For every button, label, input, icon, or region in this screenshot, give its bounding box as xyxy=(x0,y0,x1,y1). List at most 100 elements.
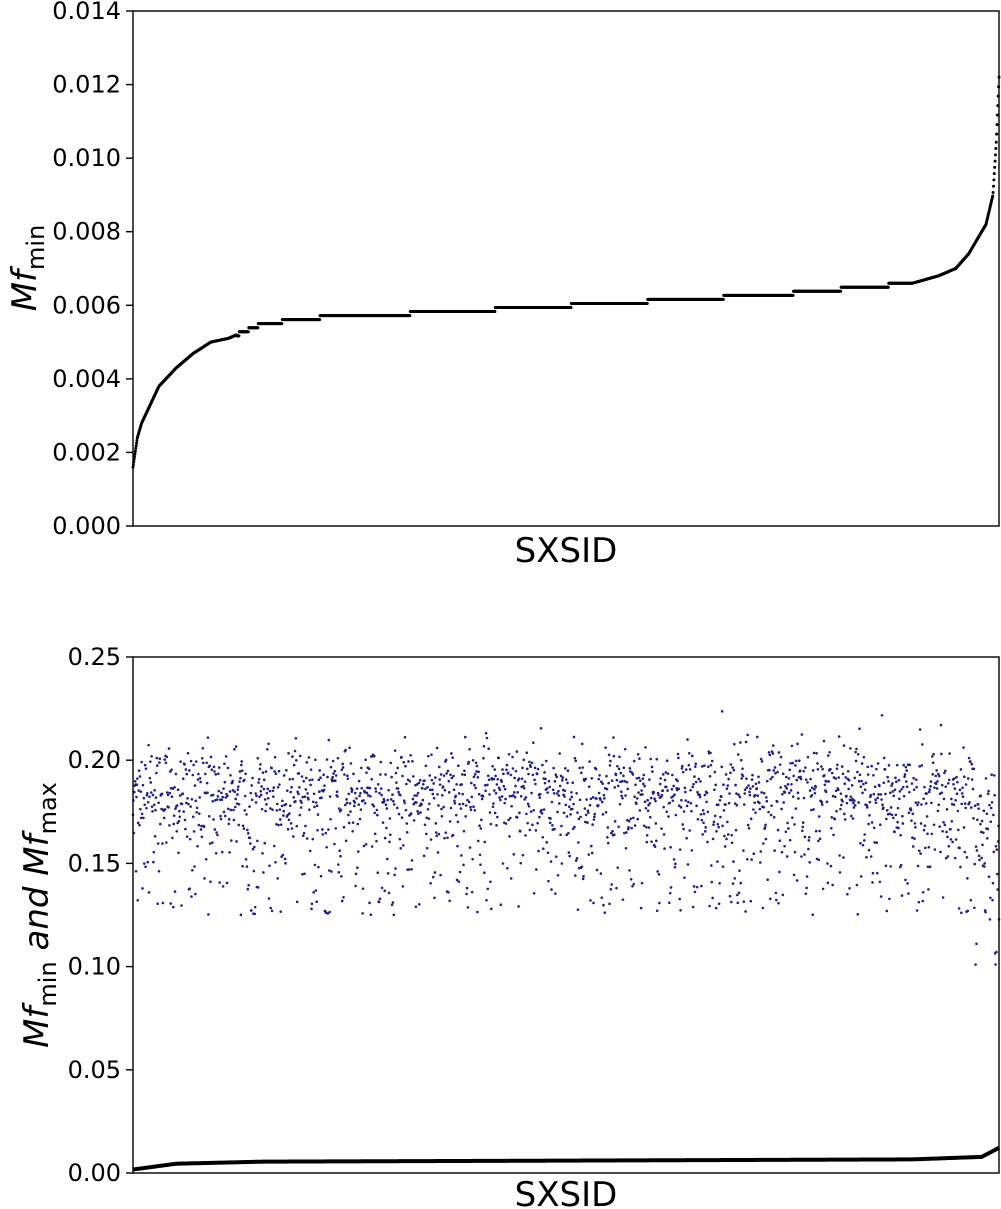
mfmax-point xyxy=(360,766,363,770)
y-label-sub-min-b: min xyxy=(34,961,62,1006)
mfmax-point xyxy=(890,784,893,787)
chart-mfmin-mfmax: 0.000.050.100.150.200.25 SXSID Mfmin and… xyxy=(17,643,1001,1209)
mfmax-point xyxy=(550,888,553,891)
mfmax-point xyxy=(407,868,411,871)
mfmax-point xyxy=(295,824,299,828)
mfmax-point xyxy=(331,775,335,779)
mfmax-point xyxy=(259,789,263,793)
mfmax-point xyxy=(464,815,468,818)
mfmax-point xyxy=(223,814,227,818)
mfmax-point xyxy=(259,763,262,766)
mfmax-point xyxy=(616,784,620,788)
mfmax-point xyxy=(302,779,305,783)
mfmax-point xyxy=(842,744,846,747)
mfmax-point xyxy=(898,797,901,801)
mfmax-point xyxy=(553,780,557,783)
mfmax-point xyxy=(498,788,502,792)
mfmax-point xyxy=(394,867,397,870)
mfmax-point xyxy=(920,764,924,767)
mfmax-point xyxy=(665,759,669,763)
mfmax-point xyxy=(536,767,540,771)
mfmax-point xyxy=(759,861,762,864)
mfmax-point xyxy=(946,855,950,858)
mfmax-point xyxy=(840,803,843,807)
mfmax-point xyxy=(963,802,967,805)
mfmax-point xyxy=(949,838,953,841)
mfmax-point xyxy=(731,882,735,885)
mfmax-point xyxy=(827,780,831,783)
mfmax-point xyxy=(718,882,721,885)
mfmax-point xyxy=(227,818,231,821)
mfmax-point xyxy=(903,773,907,776)
mfmax-point xyxy=(257,777,261,781)
mfmax-point xyxy=(913,837,916,840)
mfmax-point xyxy=(248,805,251,808)
mfmax-point xyxy=(754,782,758,786)
mfmax-point xyxy=(684,768,688,771)
mfmax-point xyxy=(646,798,649,802)
mfmax-point xyxy=(522,784,525,788)
mfmax-point xyxy=(534,782,537,786)
mfmax-point xyxy=(167,806,170,809)
mfmax-point xyxy=(665,810,669,814)
mfmax-point xyxy=(912,776,915,780)
mfmax-point xyxy=(186,751,190,755)
mfmax-point xyxy=(720,710,724,713)
mfmax-point xyxy=(537,849,540,853)
mfmax-point xyxy=(904,780,908,783)
mfmax-point xyxy=(882,781,886,785)
mfmax-point xyxy=(817,839,820,843)
mfmax-point xyxy=(872,774,875,777)
mfmax-point xyxy=(694,765,697,768)
mfmax-point xyxy=(772,769,776,772)
mfmax-point xyxy=(456,844,459,848)
mfmax-point xyxy=(609,759,612,763)
mfmax-point xyxy=(647,826,651,829)
mfmax-point xyxy=(623,779,626,783)
mfmax-point xyxy=(354,884,357,888)
mfmax-point xyxy=(773,766,777,769)
mfmax-point xyxy=(915,785,918,789)
mfmax-point xyxy=(351,829,354,833)
mfmax-point xyxy=(906,882,909,885)
mfmax-point xyxy=(937,774,941,778)
mfmax-point xyxy=(153,835,157,838)
mfmax-point xyxy=(645,840,649,844)
mfmax-point xyxy=(987,875,991,879)
mfmax-point xyxy=(815,751,818,755)
mfmax-point xyxy=(290,786,293,789)
mfmax-point xyxy=(410,868,413,871)
mfmax-point xyxy=(384,803,388,807)
mfmax-point xyxy=(382,799,386,803)
mfmax-point xyxy=(988,803,991,807)
mfmax-point xyxy=(768,768,771,772)
mfmax-point xyxy=(984,777,988,780)
mfmax-point xyxy=(496,777,500,781)
mfmax-point xyxy=(940,752,943,756)
mfmax-point xyxy=(337,871,341,874)
mfmax-point xyxy=(660,793,664,797)
mfmax-point xyxy=(817,815,821,818)
mfmax-point xyxy=(563,795,566,798)
mfmax-point xyxy=(219,817,223,821)
mfmax-point xyxy=(888,897,891,901)
mfmax-point xyxy=(598,774,601,777)
mfmin-point xyxy=(318,318,322,322)
mfmax-point xyxy=(977,854,981,858)
mfmax-point xyxy=(492,777,496,781)
mfmax-point xyxy=(260,807,264,811)
y-label-mf: Mf xyxy=(5,265,45,311)
mfmax-point xyxy=(482,756,485,760)
mfmax-point xyxy=(306,792,309,795)
mfmax-point xyxy=(801,829,804,833)
mfmax-point xyxy=(386,857,389,861)
mfmax-point xyxy=(902,794,906,798)
mfmax-point xyxy=(424,832,428,836)
mfmax-point xyxy=(713,814,717,818)
mfmax-point xyxy=(942,797,946,801)
mfmax-point xyxy=(649,796,653,800)
mfmax-point xyxy=(733,877,737,880)
mfmax-point xyxy=(635,797,639,800)
mfmax-point xyxy=(190,895,193,898)
mfmax-point xyxy=(394,771,398,775)
